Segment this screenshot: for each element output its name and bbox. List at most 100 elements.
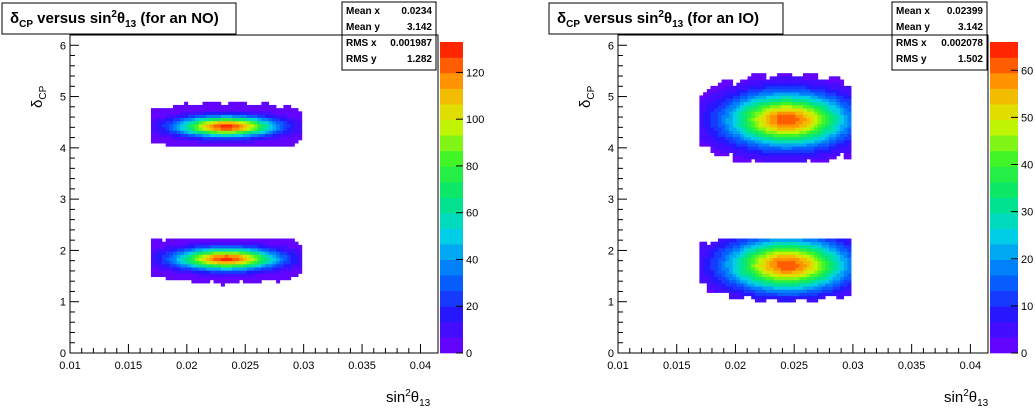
heatmap-cell [736,82,741,87]
heatmap-cell [788,152,793,157]
heatmap-cell [290,244,295,249]
heatmap-cell [725,124,730,128]
heatmap-cell [217,241,222,246]
heatmap-cell [762,152,767,157]
heatmap-cell [828,95,833,99]
heatmap-cell [784,244,789,249]
heatmap-cell [268,143,273,147]
heatmap-cell [821,117,826,122]
heatmap-cell [791,136,796,141]
heatmap-cell [754,117,759,122]
heatmap-cell [294,248,299,252]
heatmap-cell [242,130,247,134]
heatmap-cell [169,241,174,246]
heatmap-cell [206,244,211,249]
heatmap-cell [268,270,273,274]
heatmap-cell [740,254,745,258]
heatmap-cell [766,267,771,271]
heatmap-cell [198,267,203,271]
heatmap-cell [721,79,726,84]
heatmap-cell [754,254,759,258]
heatmap-cell [795,260,800,265]
heatmap-cell [780,117,785,122]
heatmap-cell [279,124,284,128]
heatmap-cell [743,104,748,109]
heatmap-cell [795,286,800,290]
heatmap-cell [254,267,259,271]
heatmap-cell [165,124,170,128]
heatmap-cell [276,276,281,281]
heatmap-cell [832,114,837,119]
heatmap-cell [272,139,277,144]
heatmap-cell [777,270,782,274]
heatmap-cell [706,260,711,265]
heatmap-cell [791,117,796,122]
heatmap-cell [840,136,845,141]
heatmap-cell [187,270,192,274]
heatmap-cell [821,257,826,262]
heatmap-cell [717,108,722,112]
heatmap-cell [290,130,295,134]
heatmap-cell [840,139,845,144]
heatmap-cell [795,139,800,144]
heatmap-cell [228,263,233,268]
heatmap-cell [257,124,262,128]
heatmap-cell [788,283,793,287]
heatmap-cell [754,283,759,287]
heatmap-cell [817,104,822,109]
heatmap-cell [729,238,734,243]
heatmap-cell [721,279,726,284]
heatmap-cell [254,124,259,128]
heatmap-cell [213,279,218,284]
heatmap-cell [825,251,830,255]
heatmap-cell [220,267,225,271]
heatmap-cell [747,244,752,249]
heatmap-cell [784,89,789,93]
heatmap-cell [725,108,730,112]
heatmap-cell [714,244,719,249]
heatmap-cell [239,238,244,243]
heatmap-cell [758,149,763,154]
heatmap-cell [840,143,845,147]
heatmap-cell [758,283,763,287]
heatmap-cell [276,130,281,134]
heatmap-cell [773,276,778,281]
heatmap-cell [198,133,203,138]
heatmap-cell [795,82,800,87]
heatmap-cell [836,104,841,109]
heatmap-cell [777,146,782,150]
heatmap-cell [799,260,804,265]
heatmap-cell [806,248,811,252]
heatmap-cell [283,124,288,128]
heatmap-cell [699,270,704,274]
heatmap-cell [754,159,759,163]
heatmap-cell [799,104,804,109]
heatmap-cell [795,136,800,141]
heatmap-cell [732,108,737,112]
heatmap-cell [821,149,826,154]
heatmap-cell [703,120,708,125]
heatmap-cell [150,267,155,271]
heatmap-cell [294,241,299,246]
heatmap-cell [810,79,815,84]
heatmap-cell [773,108,778,112]
heatmap-cell [242,248,247,252]
heatmap-cell [832,117,837,122]
heatmap-cell [773,146,778,150]
heatmap-cell [729,149,734,154]
heatmap-cell [165,238,170,243]
heatmap-cell [817,108,822,112]
heatmap-cell [836,130,841,134]
heatmap-cell [825,111,830,115]
heatmap-cell [780,155,785,160]
heatmap-cell [721,270,726,274]
heatmap-cell [773,98,778,103]
heatmap-cell [187,139,192,144]
heatmap-cell [710,254,715,258]
heatmap-cell [729,111,734,115]
heatmap-cell [261,276,266,281]
heatmap-cell [769,104,774,109]
heatmap-cell [220,111,225,115]
heatmap-cell [780,260,785,265]
heatmap-cell [817,111,822,115]
